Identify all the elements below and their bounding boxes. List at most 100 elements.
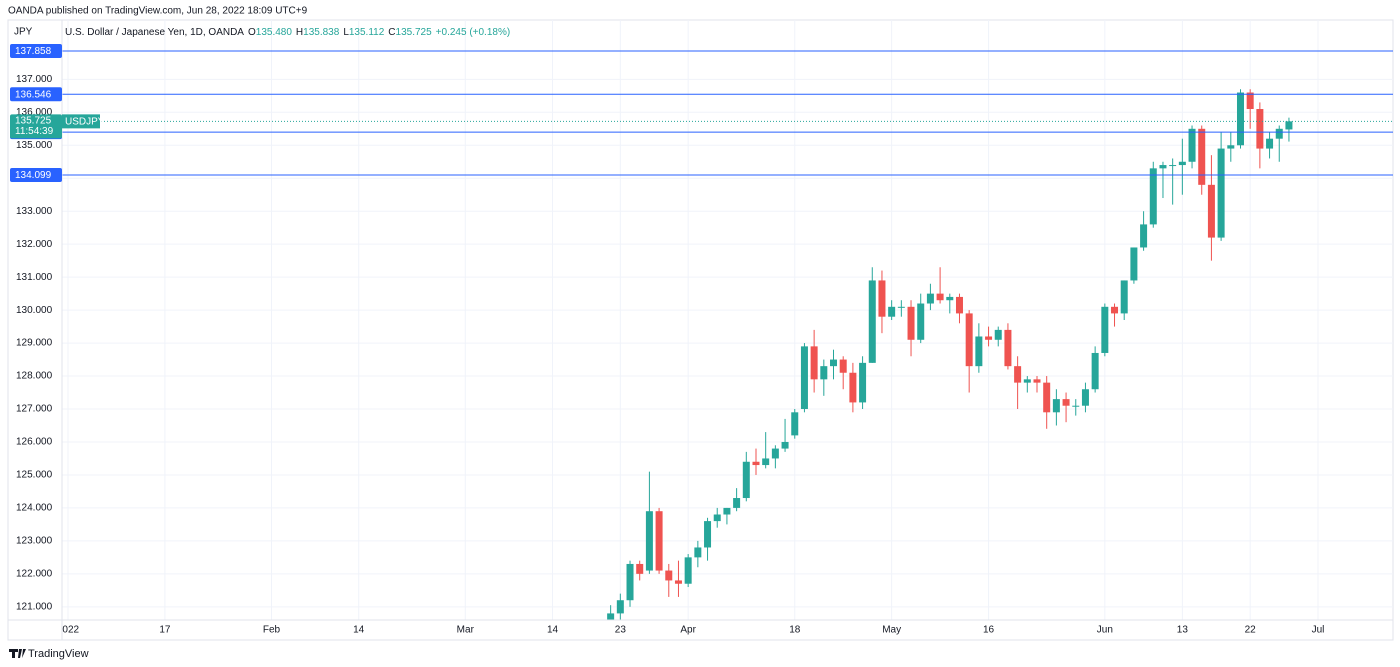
legend-value: 135.480 bbox=[256, 27, 293, 38]
x-tick-label: 22 bbox=[1245, 625, 1257, 636]
candle-body bbox=[1188, 128, 1196, 162]
candle-body bbox=[849, 372, 857, 403]
candle-body bbox=[994, 329, 1002, 340]
y-tick-label: 129.000 bbox=[16, 338, 53, 349]
candle-body bbox=[1217, 148, 1225, 238]
candle-body bbox=[1091, 352, 1099, 390]
grid bbox=[62, 20, 1393, 620]
x-tick-label: 23 bbox=[615, 625, 627, 636]
axis-cover bbox=[9, 621, 62, 639]
frame bbox=[7, 19, 1394, 641]
candle-body bbox=[636, 563, 644, 574]
x-tick-label: Jun bbox=[1097, 625, 1113, 636]
x-tick-label: Feb bbox=[263, 625, 281, 636]
legend-key: L bbox=[343, 27, 349, 38]
candle-body bbox=[713, 514, 721, 522]
plot bbox=[62, 50, 1393, 620]
y-tick-label: 128.000 bbox=[16, 371, 53, 382]
candle-body bbox=[1178, 161, 1186, 166]
candle-body bbox=[684, 557, 692, 584]
candle-body bbox=[1111, 306, 1119, 314]
legend-value: 135.725 bbox=[396, 27, 433, 38]
candle-body bbox=[645, 511, 653, 571]
y-tick-label: 123.000 bbox=[16, 536, 53, 547]
candle-body bbox=[888, 306, 896, 317]
candle-body bbox=[800, 346, 808, 410]
x-tick-label: Mar bbox=[457, 625, 475, 636]
candle-body bbox=[936, 293, 944, 301]
x-tick-label: 2022 bbox=[57, 625, 80, 636]
candle-body bbox=[733, 498, 741, 508]
x-tick-label: 13 bbox=[1177, 625, 1189, 636]
candle-body bbox=[1004, 329, 1012, 367]
candle-body bbox=[752, 461, 760, 466]
y-tick-label: 127.000 bbox=[16, 404, 53, 415]
x-tick-label: 18 bbox=[789, 625, 801, 636]
candle-body bbox=[955, 296, 963, 314]
candle-body bbox=[810, 346, 818, 380]
candle-body bbox=[878, 280, 886, 317]
footer: TradingView bbox=[28, 648, 89, 660]
x-tick-label: May bbox=[882, 625, 901, 636]
candle-body bbox=[1246, 92, 1254, 110]
candle-body bbox=[1275, 128, 1283, 139]
candle-body bbox=[839, 359, 847, 373]
axes: 2022 17 Feb 14 Mar 14 23 Apr 18 May 16 Jun 13 22 Jul 12… bbox=[8, 20, 1393, 640]
candle-body bbox=[830, 359, 838, 367]
x-tick-label: 16 bbox=[983, 625, 995, 636]
candle-body bbox=[655, 511, 663, 571]
legend-key: C bbox=[388, 27, 395, 38]
legend-key: H bbox=[296, 27, 303, 38]
candle-body bbox=[1198, 128, 1206, 185]
candle-body bbox=[820, 366, 828, 380]
candle-body bbox=[616, 600, 624, 614]
y-tick-label: 121.000 bbox=[16, 601, 53, 612]
legend: U.S. Dollar / Japanese Yen, 1D, OANDA O13… bbox=[65, 27, 510, 38]
candle-body bbox=[694, 547, 702, 558]
y-tick-label: 135.000 bbox=[16, 140, 53, 151]
candle-body bbox=[1033, 379, 1041, 383]
y-tick-label: 124.000 bbox=[16, 503, 53, 514]
candle-body bbox=[1120, 280, 1128, 314]
last-price-label: 135.725 bbox=[15, 116, 52, 127]
x-tick-label: Apr bbox=[680, 625, 696, 636]
footer-logo bbox=[9, 649, 26, 658]
candle-body bbox=[897, 306, 905, 308]
candle-body bbox=[1052, 399, 1060, 413]
candle-body bbox=[742, 461, 750, 499]
candle-body bbox=[1043, 382, 1051, 413]
candle-body bbox=[1266, 138, 1274, 149]
candle-body bbox=[674, 580, 682, 584]
y-tick-label: 133.000 bbox=[16, 206, 53, 217]
symbol-tag-bg bbox=[62, 114, 100, 129]
x-tick-label: 14 bbox=[547, 625, 559, 636]
currency: JPY bbox=[14, 27, 33, 38]
candle-body bbox=[626, 563, 634, 601]
level-label-bg bbox=[10, 167, 62, 182]
header: OANDA published on TradingView.com, Jun … bbox=[8, 6, 308, 17]
legend-key: O bbox=[248, 27, 256, 38]
y-tick-label: 131.000 bbox=[16, 272, 53, 283]
last-price-bg bbox=[10, 114, 62, 139]
candle-body bbox=[704, 521, 712, 548]
candle-body bbox=[1140, 224, 1148, 248]
candle-body bbox=[723, 507, 731, 515]
y-tick-label: 132.000 bbox=[16, 239, 53, 250]
candle-body bbox=[1227, 145, 1235, 149]
y-tick-label: 137.000 bbox=[16, 74, 53, 85]
y-tick-label: 136.000 bbox=[16, 107, 53, 118]
candle-body bbox=[1072, 405, 1080, 407]
candle-body bbox=[1023, 379, 1031, 383]
candle-body bbox=[1236, 92, 1244, 146]
candle-body bbox=[762, 458, 770, 466]
candle-body bbox=[771, 448, 779, 459]
candle-body bbox=[1062, 399, 1070, 406]
candle-body bbox=[1081, 389, 1089, 406]
candle-body bbox=[859, 362, 867, 403]
candle-body bbox=[665, 570, 673, 581]
candle-body bbox=[1169, 165, 1177, 167]
x-tick-label: 17 bbox=[159, 625, 171, 636]
level-label-bg bbox=[10, 44, 62, 59]
